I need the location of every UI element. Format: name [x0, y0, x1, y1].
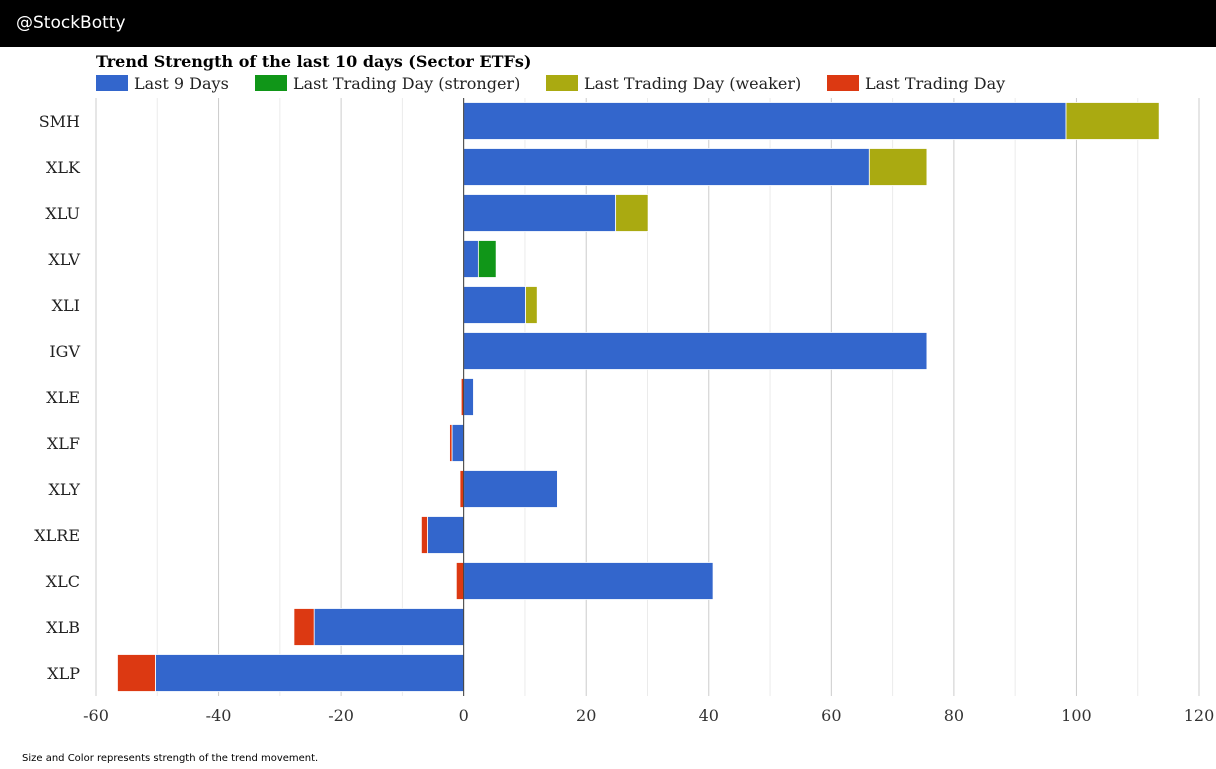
- y-tick-label: XLI: [52, 296, 80, 315]
- y-tick-label: XLU: [45, 204, 80, 223]
- bar-xlp-last9: [155, 654, 465, 692]
- y-tick-label: XLP: [47, 664, 80, 683]
- x-tick-label: 20: [576, 706, 596, 725]
- bar-xle-last9: [463, 378, 474, 416]
- trend-strength-chart: -60 -40 -20 0 20 40 60 80 100 120 SMH XLK XLU XLV XLI I…: [34, 52, 1214, 725]
- bar-xlv-last9: [463, 240, 479, 278]
- legend-label-last9: Last 9 Days: [134, 74, 229, 93]
- x-tick-label: -60: [83, 706, 109, 725]
- bars: [117, 102, 1160, 692]
- grid-lines: [95, 98, 1200, 696]
- bar-xlf-last9: [451, 424, 465, 462]
- bar-xlf-lastday: [449, 424, 453, 462]
- bar-igv-last9: [463, 332, 928, 370]
- header-bar: @StockBotty: [0, 0, 1216, 47]
- y-tick-label: XLE: [46, 388, 80, 407]
- bar-xlp-lastday: [117, 654, 156, 692]
- bar-xli-last9: [463, 286, 526, 324]
- y-tick-label: XLRE: [34, 526, 80, 545]
- bar-xlc-last9: [463, 562, 714, 600]
- legend-label-stronger: Last Trading Day (stronger): [293, 74, 520, 93]
- y-tick-label: XLB: [46, 618, 80, 637]
- account-handle: @StockBotty: [16, 13, 126, 33]
- bar-xly-lastday: [459, 470, 465, 508]
- legend-swatch-weaker: [546, 75, 578, 91]
- y-tick-label: SMH: [39, 112, 80, 131]
- bar-xlb-lastday: [293, 608, 315, 646]
- x-tick-label: 0: [459, 706, 469, 725]
- y-tick-label: XLC: [46, 572, 80, 591]
- x-tick-label: 60: [821, 706, 841, 725]
- bar-xlu-weaker: [615, 194, 649, 232]
- bar-xlc-lastday: [455, 562, 465, 600]
- bar-xlb-last9: [313, 608, 465, 646]
- footnote: Size and Color represents strength of th…: [22, 753, 319, 764]
- bar-xlu-last9: [463, 194, 617, 232]
- x-tick-label: 100: [1061, 706, 1092, 725]
- legend-swatch-stronger: [255, 75, 287, 91]
- legend-label-lastday: Last Trading Day: [865, 74, 1005, 93]
- y-tick-label: XLF: [47, 434, 80, 453]
- x-tick-label: -20: [328, 706, 354, 725]
- y-tick-label: XLY: [48, 480, 80, 499]
- bar-xlre-last9: [427, 516, 465, 554]
- x-tick-label: 80: [944, 706, 964, 725]
- legend-label-weaker: Last Trading Day (weaker): [584, 74, 801, 93]
- bar-xlre-lastday: [420, 516, 428, 554]
- legend-swatch-lastday: [827, 75, 859, 91]
- bar-xlk-last9: [463, 148, 870, 186]
- legend-swatch-last9: [96, 75, 128, 91]
- x-tick-label: -40: [206, 706, 232, 725]
- y-tick-label: XLV: [48, 250, 80, 269]
- bar-xly-last9: [463, 470, 558, 508]
- x-tick-label: 120: [1184, 706, 1215, 725]
- axes: -60 -40 -20 0 20 40 60 80 100 120 SMH XLK XLU XLV XLI I…: [34, 98, 1214, 725]
- bar-xli-weaker: [525, 286, 538, 324]
- bar-smh-weaker: [1065, 102, 1160, 140]
- legend: Last 9 Days Last Trading Day (stronger) La…: [96, 74, 1005, 93]
- chart-title: Trend Strength of the last 10 days (Sect…: [96, 52, 531, 71]
- bar-xlk-weaker: [868, 148, 928, 186]
- x-tick-label: 40: [699, 706, 719, 725]
- y-tick-label: XLK: [46, 158, 81, 177]
- y-tick-label: IGV: [49, 342, 80, 361]
- bar-smh-last9: [463, 102, 1067, 140]
- bar-xlv-stronger: [477, 240, 497, 278]
